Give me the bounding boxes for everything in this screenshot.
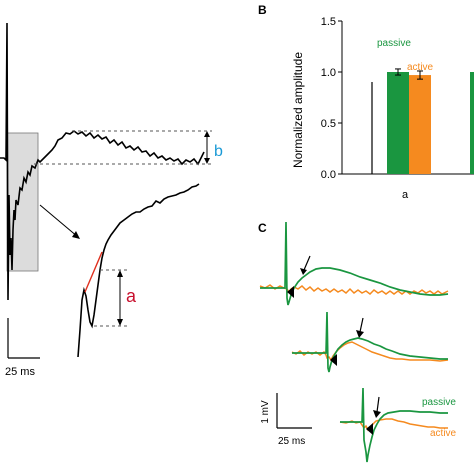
- y-tick-label: 1.5: [321, 16, 336, 28]
- category-label-a: a: [402, 189, 409, 201]
- scale-bar-a-time-label: 25 ms: [5, 366, 35, 378]
- amplitude-b-arrowhead-top: [204, 131, 210, 137]
- trace-2-onset-marker: [330, 354, 337, 366]
- scale-bar-c-time-label: 25 ms: [278, 436, 305, 447]
- trace-3-passive: [340, 387, 448, 463]
- y-axis-label: Normalized amplitude: [291, 52, 305, 168]
- trace-zoomed: [77, 183, 200, 358]
- amplitude-a-label: a: [126, 286, 137, 306]
- zoom-arrowhead: [72, 231, 80, 239]
- y-tick-label: 1.0: [321, 67, 336, 79]
- trace-1-passive: [260, 221, 449, 306]
- trace-3-arrowhead: [373, 410, 381, 418]
- bar-active-0: [409, 75, 431, 174]
- trace-3-arrow: [376, 396, 380, 413]
- bar-series: [371, 68, 474, 174]
- trace-1-arrowhead: [300, 268, 307, 275]
- amplitude-b-label: b: [214, 143, 223, 160]
- trace-3-onset-marker: [366, 423, 373, 435]
- trace-full: [0, 22, 205, 301]
- panel-letter-c: C: [258, 221, 267, 235]
- zoom-arrow: [39, 204, 79, 238]
- legend-c-active: active: [430, 428, 457, 439]
- rise-slope-line: [84, 251, 103, 293]
- trace-2-arrowhead: [356, 330, 364, 338]
- y-tick-label: 0.5: [321, 118, 336, 130]
- scale-bar-c-voltage-label: 1 mV: [260, 400, 271, 424]
- trace-1-arrow: [303, 255, 311, 271]
- trace-1-onset-marker: [287, 286, 294, 298]
- panel-b: B Normalized amplitude 0.0 0.5 1.0 1.5 pass…: [258, 3, 474, 201]
- partial-bar-next-group: [470, 72, 474, 174]
- y-tick-label: 0.0: [321, 169, 336, 181]
- amplitude-b-arrowhead-bottom: [204, 158, 210, 164]
- legend-passive: passive: [377, 38, 411, 49]
- trace-2-arrow: [359, 317, 364, 333]
- amplitude-a-arrowhead-top: [117, 270, 123, 277]
- trace-2-passive: [292, 311, 448, 373]
- panel-c: C passive active 1 mV 25 ms: [258, 221, 457, 463]
- legend-active: active: [407, 62, 434, 73]
- panel-a: b a 25 ms: [0, 22, 223, 378]
- panel-letter-b: B: [258, 3, 267, 17]
- amplitude-a-arrowhead-bottom: [117, 319, 123, 326]
- bar-passive-0: [387, 72, 409, 174]
- legend-c-passive: passive: [422, 397, 456, 408]
